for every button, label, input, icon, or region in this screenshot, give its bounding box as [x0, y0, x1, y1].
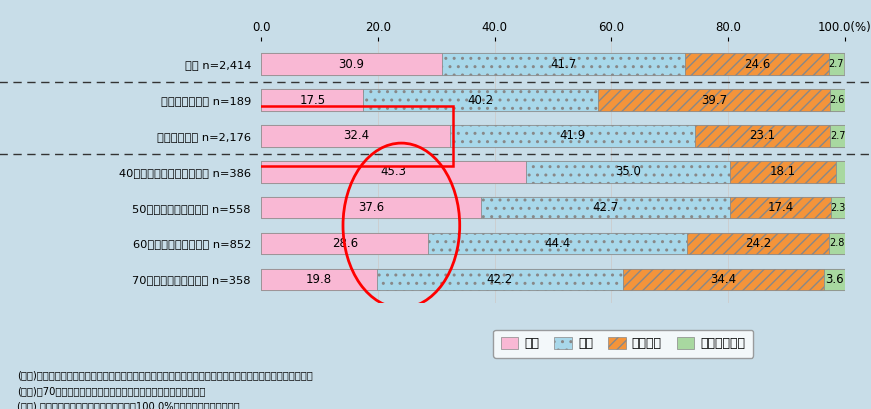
Text: 2.7: 2.7: [828, 59, 844, 69]
Bar: [687, 233, 828, 254]
Text: 40.2: 40.2: [468, 94, 494, 107]
Text: (注３) 四捨五入の関係で、足し合わせても100.0%にならない場合がある。: (注３) 四捨五入の関係で、足し合わせても100.0%にならない場合がある。: [17, 402, 240, 409]
Bar: [598, 89, 830, 111]
Text: 42.2: 42.2: [487, 273, 513, 286]
Bar: [261, 269, 377, 290]
Bar: [685, 54, 828, 75]
Text: 17.4: 17.4: [767, 201, 793, 214]
Text: 2.8: 2.8: [829, 238, 844, 249]
Bar: [623, 269, 824, 290]
Text: 2.7: 2.7: [830, 131, 846, 141]
Text: 23.1: 23.1: [749, 129, 775, 142]
Bar: [261, 233, 429, 254]
Text: 2.3: 2.3: [830, 202, 846, 213]
Bar: [261, 54, 442, 75]
Bar: [261, 89, 363, 111]
Text: 35.0: 35.0: [615, 165, 641, 178]
Bar: [377, 269, 623, 290]
Text: 41.7: 41.7: [550, 58, 577, 71]
Bar: [442, 54, 685, 75]
Bar: [261, 161, 845, 182]
Text: 2.6: 2.6: [829, 95, 845, 105]
Text: 30.9: 30.9: [339, 58, 364, 71]
Bar: [830, 125, 846, 147]
Bar: [824, 269, 845, 290]
Bar: [261, 54, 845, 75]
Bar: [835, 161, 845, 182]
Bar: [830, 89, 845, 111]
Text: 44.4: 44.4: [544, 237, 571, 250]
Bar: [429, 233, 687, 254]
Text: 41.9: 41.9: [559, 129, 586, 142]
Bar: [828, 54, 844, 75]
Text: (注１)「良い」は「良い」と「まあ良い」の合計、「良くない」は「あまり良くない」と「良くない」の合計: (注１)「良い」は「良い」と「まあ良い」の合計、「良くない」は「あまり良くない」…: [17, 370, 314, 380]
Text: 34.4: 34.4: [711, 273, 737, 286]
Text: 42.7: 42.7: [592, 201, 618, 214]
Text: 18.1: 18.1: [770, 165, 796, 178]
Legend: 良い, 普通, 良くない, 不明・無回答: 良い, 普通, 良くない, 不明・無回答: [493, 330, 753, 358]
Bar: [261, 233, 845, 254]
Bar: [261, 89, 845, 111]
Bar: [261, 197, 845, 218]
Bar: [261, 125, 450, 147]
Bar: [695, 125, 830, 147]
Bar: [450, 125, 695, 147]
Text: (注２)「70代から心がけている」の対象は全て７０歳以上である。: (注２)「70代から心がけている」の対象は全て７０歳以上である。: [17, 387, 206, 396]
Bar: [363, 89, 598, 111]
Bar: [526, 161, 730, 182]
Text: 37.6: 37.6: [358, 201, 384, 214]
Text: 24.6: 24.6: [744, 58, 770, 71]
Bar: [261, 161, 526, 182]
Text: 39.7: 39.7: [701, 94, 727, 107]
Bar: [730, 161, 835, 182]
Bar: [828, 233, 845, 254]
Text: 3.6: 3.6: [825, 273, 844, 286]
Text: 24.2: 24.2: [745, 237, 771, 250]
Bar: [261, 125, 845, 147]
Bar: [730, 197, 832, 218]
Text: 45.3: 45.3: [381, 165, 407, 178]
Text: 28.6: 28.6: [332, 237, 358, 250]
Text: 32.4: 32.4: [343, 129, 369, 142]
Bar: [481, 197, 730, 218]
Bar: [832, 197, 845, 218]
Text: 19.8: 19.8: [306, 273, 332, 286]
Bar: [261, 269, 845, 290]
Bar: [261, 197, 481, 218]
Text: 17.5: 17.5: [300, 94, 326, 107]
